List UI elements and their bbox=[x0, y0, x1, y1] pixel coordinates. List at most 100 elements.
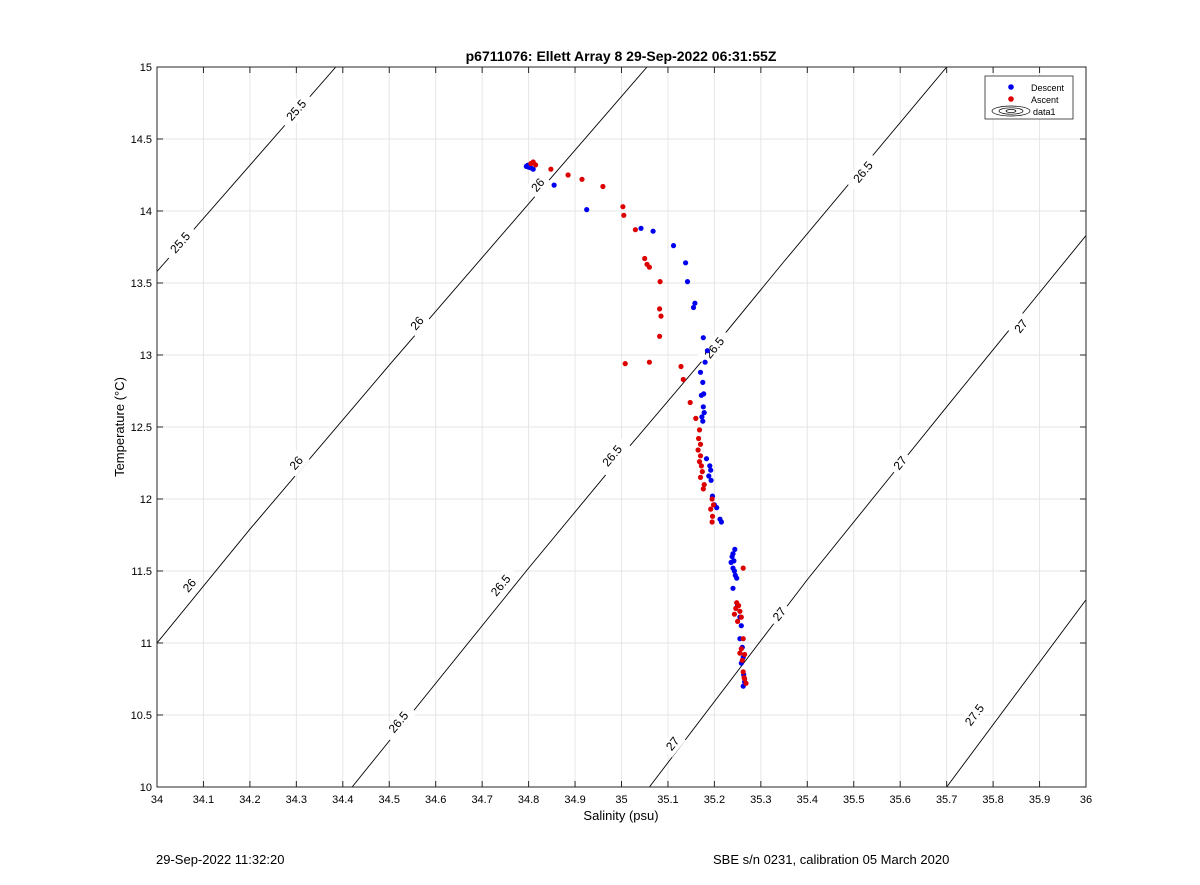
ascent-point bbox=[620, 204, 626, 210]
x-tick-label: 35.4 bbox=[797, 794, 818, 806]
descent-point bbox=[584, 207, 590, 213]
ascent-point bbox=[738, 646, 744, 652]
isopycnal-line bbox=[157, 67, 648, 644]
ascent-point bbox=[738, 614, 744, 620]
isopycnal-label-bg bbox=[766, 600, 793, 628]
ascent-point bbox=[622, 361, 628, 367]
isopycnal-label-bg bbox=[283, 449, 310, 477]
legend-contour-icon bbox=[991, 105, 1031, 117]
y-tick-label: 12 bbox=[140, 494, 152, 506]
ascent-point bbox=[697, 474, 704, 480]
y-tick-label: 12.5 bbox=[131, 422, 152, 434]
ascent-point bbox=[621, 212, 627, 218]
y-tick-label: 14.5 bbox=[131, 134, 152, 146]
ascent-point bbox=[657, 333, 663, 339]
y-axis-label: Temperature (°C) bbox=[112, 377, 127, 477]
descent-point bbox=[700, 379, 706, 385]
isopycnal-label-bg bbox=[887, 449, 914, 477]
footer-calibration: SBE s/n 0231, calibration 05 March 2020 bbox=[713, 852, 950, 867]
x-tick-label: 35.6 bbox=[889, 794, 910, 806]
y-tick-label: 11.5 bbox=[131, 566, 152, 578]
x-tick-label: 34.6 bbox=[425, 794, 446, 806]
isopycnal-label-bg bbox=[844, 152, 882, 192]
ascent-point bbox=[646, 264, 653, 270]
ascent-point bbox=[735, 618, 741, 625]
descent-point bbox=[702, 359, 708, 365]
ascent-point bbox=[642, 255, 648, 262]
ascent-point bbox=[678, 363, 684, 370]
descent-point bbox=[731, 568, 738, 574]
data-points bbox=[523, 159, 749, 689]
descent-point bbox=[701, 410, 707, 416]
descent-point bbox=[706, 473, 712, 479]
x-tick-label: 34.3 bbox=[286, 794, 307, 806]
legend-data1-label: data1 bbox=[1033, 107, 1056, 117]
ascent-point bbox=[701, 482, 707, 488]
x-tick-label: 35.7 bbox=[936, 794, 957, 806]
x-tick-label: 35.9 bbox=[1029, 794, 1050, 806]
ascent-point bbox=[632, 227, 639, 233]
y-tick-label: 10.5 bbox=[131, 710, 152, 722]
x-axis-label: Salinity (psu) bbox=[583, 808, 658, 823]
isopycnal-contours: 25.525.52626262626.526.526.526.526.52727… bbox=[157, 67, 1086, 787]
ascent-point bbox=[600, 183, 606, 190]
ascent-point bbox=[697, 453, 704, 459]
isopycnal-label-bg bbox=[176, 571, 203, 599]
x-tick-label: 34.5 bbox=[379, 794, 400, 806]
ascent-point bbox=[699, 469, 705, 475]
axis-ticks: 34 34.1 34.2 34.3 34.4 34.5 34.6 34.7 34.8 34.9 35… bbox=[131, 62, 1093, 806]
descent-point bbox=[730, 585, 736, 591]
x-tick-label: 34.7 bbox=[471, 794, 492, 806]
isopycnal-line bbox=[946, 599, 1086, 787]
isopycnal-label-bg bbox=[380, 702, 417, 742]
descent-point bbox=[708, 477, 714, 483]
ascent-point bbox=[737, 608, 743, 614]
isopycnal-label-bg bbox=[593, 436, 631, 476]
y-tick-label: 14 bbox=[140, 206, 152, 218]
ascent-point bbox=[700, 486, 706, 492]
ascent-point bbox=[709, 513, 716, 519]
y-tick-label: 13.5 bbox=[131, 278, 152, 290]
x-tick-label: 34.9 bbox=[564, 794, 585, 806]
ascent-point bbox=[710, 502, 717, 508]
descent-point bbox=[670, 243, 677, 249]
ascent-point bbox=[657, 306, 663, 312]
x-tick-label: 34 bbox=[151, 794, 163, 806]
ascent-point bbox=[697, 441, 704, 447]
ascent-point bbox=[733, 605, 739, 612]
y-tick-label: 10 bbox=[140, 782, 152, 794]
ascent-point bbox=[740, 669, 746, 675]
legend-descent-marker bbox=[1008, 84, 1014, 90]
descent-point bbox=[703, 456, 710, 462]
descent-point bbox=[704, 348, 711, 354]
x-tick-label: 35.3 bbox=[750, 794, 771, 806]
ascent-point bbox=[737, 650, 743, 656]
isopycnal-label-bg bbox=[277, 90, 315, 130]
descent-point bbox=[683, 260, 689, 266]
descent-point bbox=[729, 554, 735, 560]
ascent-point bbox=[709, 496, 715, 502]
ascent-point bbox=[693, 415, 699, 421]
x-tick-label: 34.4 bbox=[332, 794, 353, 806]
isopycnal-label-bg bbox=[161, 223, 199, 263]
isopycnal-label-bg bbox=[1007, 312, 1035, 340]
ascent-point bbox=[741, 675, 747, 681]
isopycnal-line bbox=[351, 67, 948, 787]
x-tick-label: 35.8 bbox=[982, 794, 1003, 806]
ascent-point bbox=[658, 313, 664, 319]
ascent-point bbox=[646, 359, 653, 365]
ascent-point bbox=[742, 651, 748, 658]
descent-point bbox=[697, 369, 704, 375]
y-tick-label: 11 bbox=[141, 638, 152, 650]
descent-point bbox=[700, 418, 706, 424]
descent-point bbox=[708, 467, 714, 473]
descent-point bbox=[638, 225, 644, 231]
isopycnal-label-bg bbox=[956, 694, 993, 736]
descent-point bbox=[551, 182, 557, 188]
ascent-point bbox=[533, 162, 539, 168]
descent-point bbox=[731, 558, 737, 564]
footer-timestamp: 29-Sep-2022 11:32:20 bbox=[156, 852, 285, 867]
descent-point bbox=[738, 623, 744, 629]
isopycnal-label-bg bbox=[659, 730, 686, 758]
legend-ascent-label: Ascent bbox=[1031, 95, 1059, 105]
